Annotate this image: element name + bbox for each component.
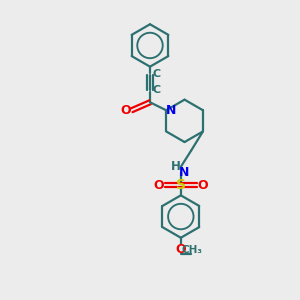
Text: H: H: [171, 160, 181, 173]
Text: O: O: [198, 178, 208, 191]
Text: N: N: [166, 104, 176, 117]
Text: C: C: [152, 69, 160, 79]
Text: N: N: [179, 166, 190, 178]
Text: O: O: [121, 104, 131, 117]
Text: S: S: [176, 178, 186, 192]
Text: CH₃: CH₃: [182, 244, 203, 254]
Text: C: C: [152, 85, 160, 95]
Text: O: O: [153, 178, 164, 191]
Text: O: O: [176, 243, 186, 256]
